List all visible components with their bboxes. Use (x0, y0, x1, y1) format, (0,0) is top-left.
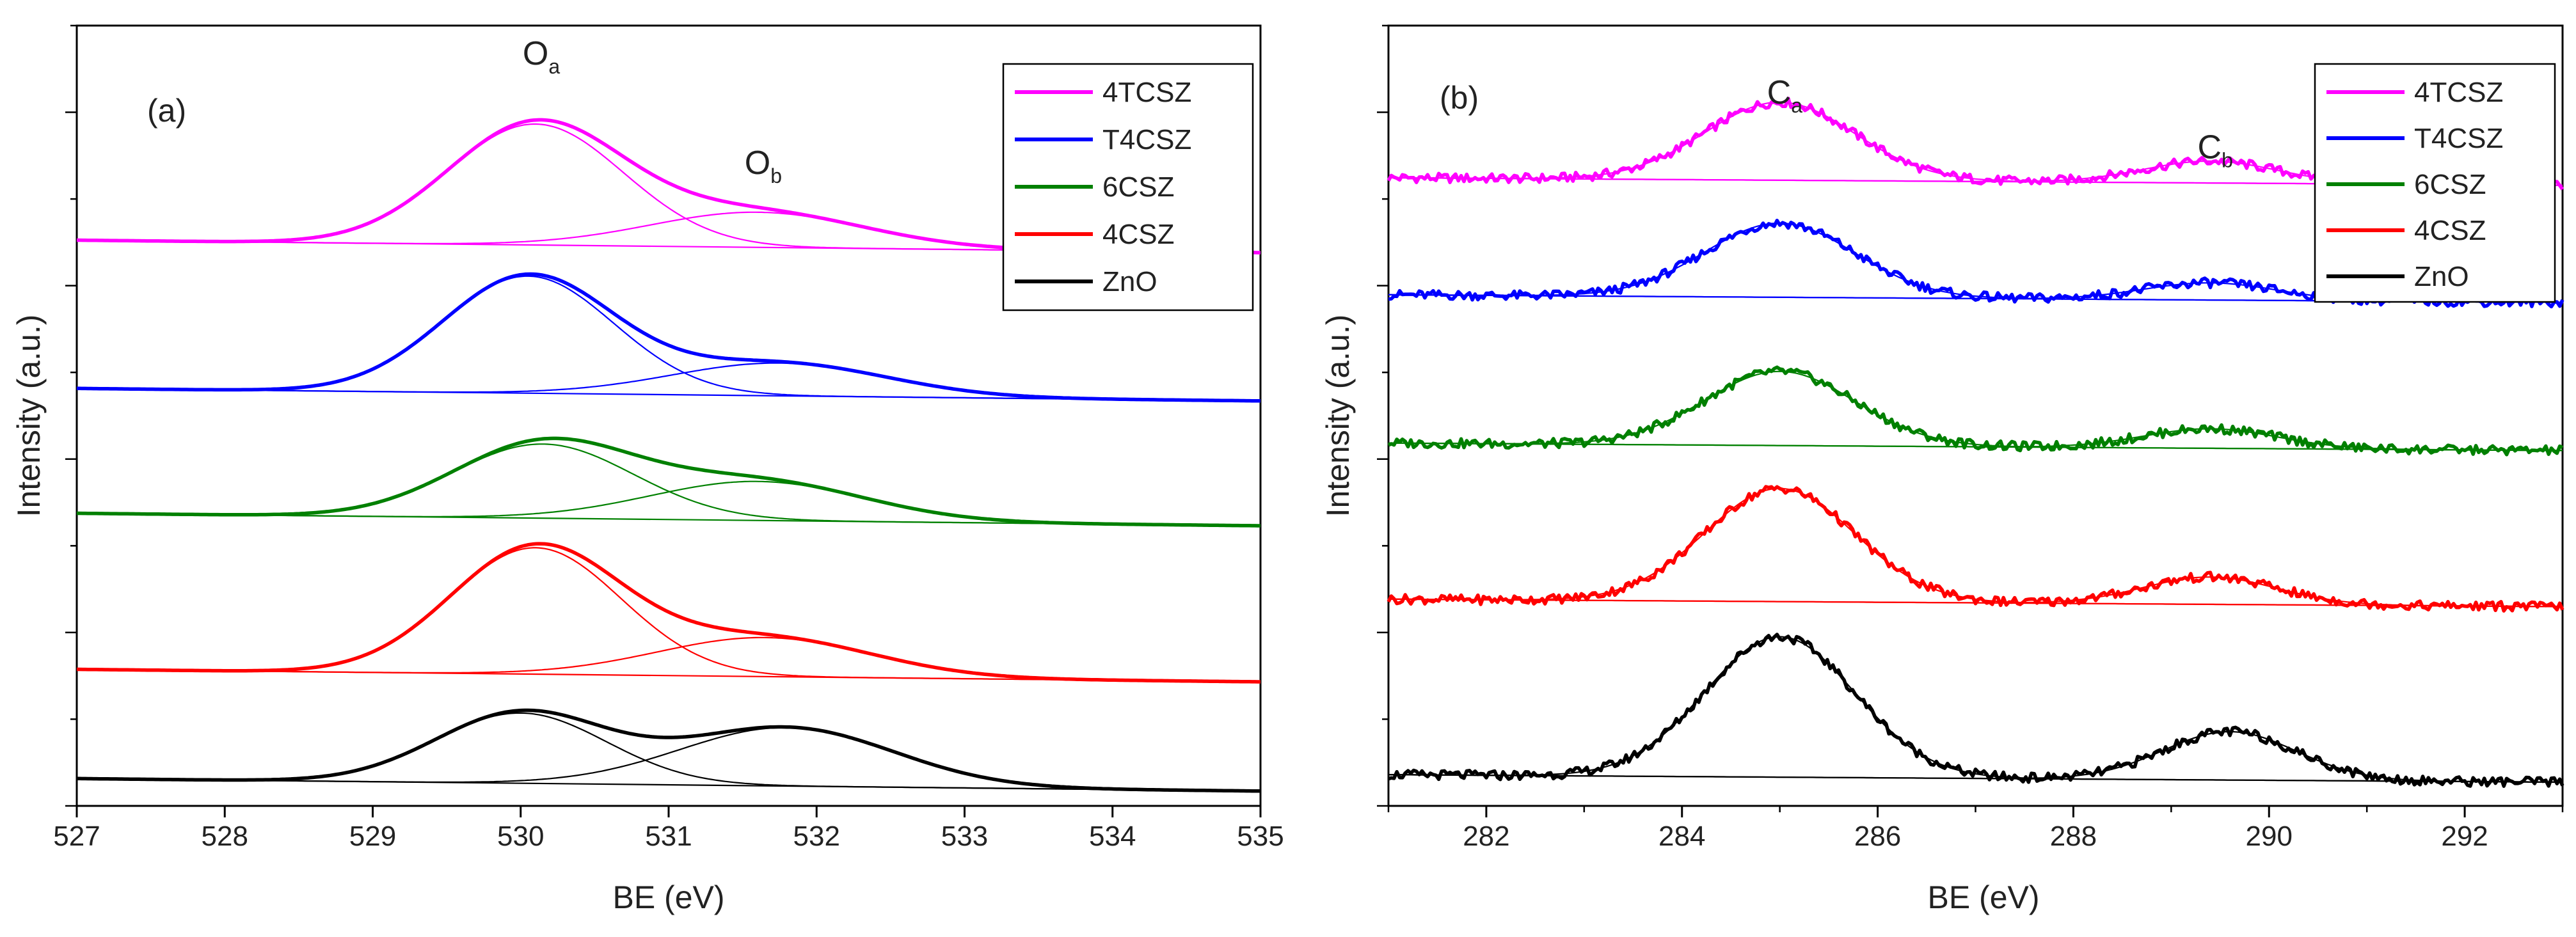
legend-entry: 6CSZ (2326, 169, 2486, 200)
x-tick-label: 284 (1658, 821, 1705, 852)
spectrum-envelope (77, 542, 1260, 684)
panel-a-o1s-spectra: 527 528 529 530 531 532 533 534 535 Oa Ob (a) BE … (11, 24, 1284, 915)
peak-annotations: Ca Cb (1767, 74, 2233, 171)
x-axis-label: BE (eV) (612, 879, 724, 915)
x-tick-label: 533 (941, 821, 988, 852)
legend-label: ZnO (1102, 266, 1157, 297)
legend-label: T4CSZ (2414, 123, 2503, 154)
legend-entry: 4CSZ (2326, 215, 2486, 246)
x-axis-ticks: 527 528 529 530 531 532 533 534 535 (53, 806, 1284, 852)
spectrum-envelope (77, 272, 1260, 403)
x-tick-label: 530 (497, 821, 544, 852)
x-tick-label: 292 (2441, 821, 2488, 852)
peak-annotation: Ob (745, 145, 782, 187)
legend-entry: 4TCSZ (1015, 77, 1191, 108)
legend-entry: 4CSZ (1015, 219, 1174, 250)
series-zno (76, 708, 1261, 793)
y-axis-ticks (1377, 24, 1388, 807)
series-4csz (1387, 485, 2564, 613)
peak-annotation: Ca (1767, 74, 1803, 117)
x-tick-label: 531 (645, 821, 692, 852)
spectrum-envelope (77, 708, 1260, 793)
peak-annotation: Oa (523, 35, 560, 78)
legend-entry: T4CSZ (1015, 124, 1191, 155)
x-tick-label: 535 (1237, 821, 1284, 852)
spectrum-envelope (1387, 365, 2564, 457)
x-axis-ticks: 282 284 286 288 290 292 (1387, 806, 2564, 852)
y-axis-label: Intensity (a.u.) (11, 315, 47, 517)
legend-label: 4TCSZ (2414, 77, 2503, 108)
legend: 4TCSZ T4CSZ 6CSZ 4CSZ ZnO (2314, 63, 2556, 303)
x-tick-label: 288 (2050, 821, 2097, 852)
panel-b-c1s-spectra: 282 284 286 288 290 292 Ca Cb (b) BE (eV) Inte… (1320, 24, 2564, 915)
spectrum-envelope (1387, 485, 2564, 613)
legend-entry: ZnO (1015, 266, 1157, 297)
y-axis-ticks (65, 24, 77, 807)
spectrum-envelope (1388, 218, 2564, 309)
legend-label: 4CSZ (2414, 215, 2486, 246)
fit-baseline (1388, 774, 2563, 783)
x-tick-label: 532 (793, 821, 840, 852)
spectrum-envelope (77, 436, 1260, 528)
x-tick-label: 290 (2246, 821, 2293, 852)
panel-label: (a) (147, 93, 186, 129)
legend-label: T4CSZ (1102, 124, 1191, 155)
legend-entry: 4TCSZ (2326, 77, 2503, 108)
legend-label: 4TCSZ (1102, 77, 1191, 108)
x-tick-label: 282 (1463, 821, 1509, 852)
series-6csz (1387, 365, 2564, 457)
peak-annotations: Oa Ob (523, 35, 782, 187)
peak-annotation: Cb (2198, 129, 2233, 171)
x-tick-label: 529 (349, 821, 396, 852)
series-zno (1388, 633, 2564, 788)
legend-entry: T4CSZ (2326, 123, 2503, 154)
spectrum-envelope (1388, 633, 2564, 788)
x-tick-label: 528 (202, 821, 248, 852)
legend-label: 6CSZ (2414, 169, 2486, 200)
legend-label: 6CSZ (1102, 171, 1174, 203)
x-tick-label: 286 (1854, 821, 1901, 852)
series-4csz (76, 542, 1261, 684)
x-tick-label: 534 (1089, 821, 1136, 852)
series-6csz (76, 436, 1261, 528)
y-axis-label: Intensity (a.u.) (1320, 315, 1356, 517)
legend-label: 4CSZ (1102, 219, 1174, 250)
legend-label: ZnO (2414, 261, 2469, 292)
panel-label: (b) (1440, 80, 1479, 116)
legend-entry: ZnO (2326, 261, 2469, 292)
x-axis-label: BE (eV) (1927, 879, 2039, 915)
legend: 4TCSZ T4CSZ 6CSZ 4CSZ ZnO (1002, 63, 1254, 311)
series-t4csz (76, 272, 1261, 403)
x-tick-label: 527 (53, 821, 100, 852)
legend-entry: 6CSZ (1015, 171, 1174, 203)
